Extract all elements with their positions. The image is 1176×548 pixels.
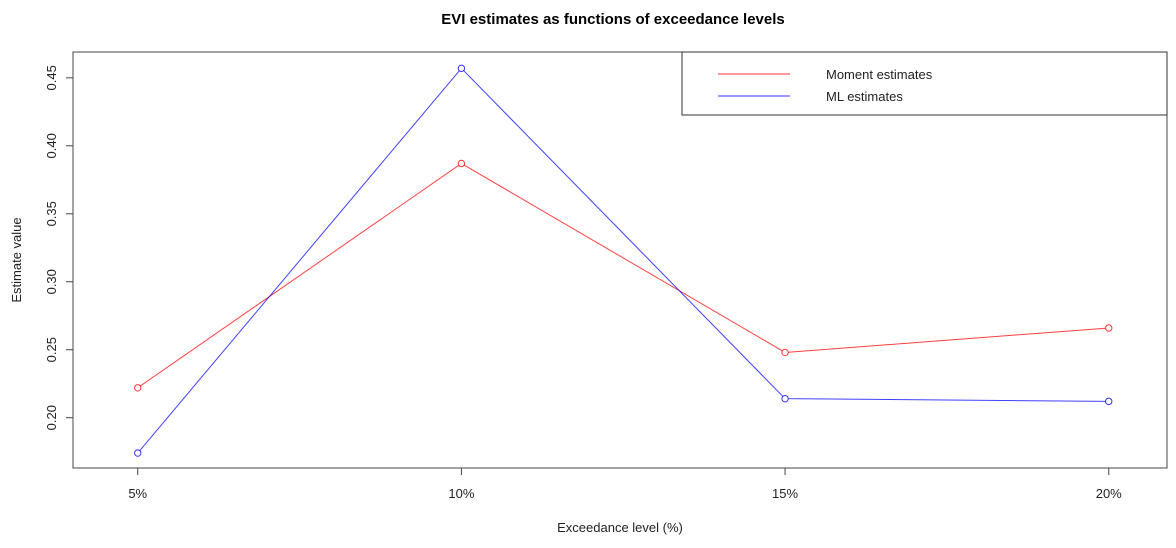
y-axis-label: Estimate value (9, 217, 24, 302)
x-tick-label: 20% (1096, 486, 1122, 501)
data-point (1105, 324, 1113, 332)
x-tick-label: 5% (128, 486, 147, 501)
legend: Moment estimates ML estimates (681, 51, 1168, 116)
data-point (781, 348, 789, 357)
x-tick-label: 15% (772, 486, 798, 501)
y-axis: 0.20 0.25 0.30 0.35 0.40 0.45 (44, 65, 73, 430)
data-point (134, 449, 142, 457)
y-tick-label: 0.25 (44, 337, 59, 362)
series-moment-estimates (134, 159, 1113, 392)
x-tick-label: 10% (448, 486, 474, 501)
x-axis: 5% 10% 15% 20% (128, 468, 1122, 501)
series-line (137, 67, 1109, 454)
legend-label: Moment estimates (826, 67, 933, 82)
plot-frame (72, 51, 1168, 469)
data-point (457, 64, 466, 73)
data-point (457, 159, 466, 168)
series-line (137, 162, 1109, 389)
series-ml-estimates (134, 64, 1113, 457)
y-tick-label: 0.35 (44, 201, 59, 226)
x-axis-label: Exceedance level (%) (557, 520, 683, 535)
y-tick-label: 0.45 (44, 65, 59, 90)
y-tick-label: 0.30 (44, 269, 59, 294)
y-tick-label: 0.20 (44, 405, 59, 430)
data-point (1105, 397, 1113, 406)
y-tick-label: 0.40 (44, 133, 59, 158)
series-layer (134, 64, 1113, 457)
legend-label: ML estimates (826, 89, 903, 104)
data-point (134, 384, 142, 392)
data-point (781, 394, 789, 403)
legend-box (681, 51, 1168, 116)
chart-title: EVI estimates as functions of exceedance… (441, 11, 785, 28)
